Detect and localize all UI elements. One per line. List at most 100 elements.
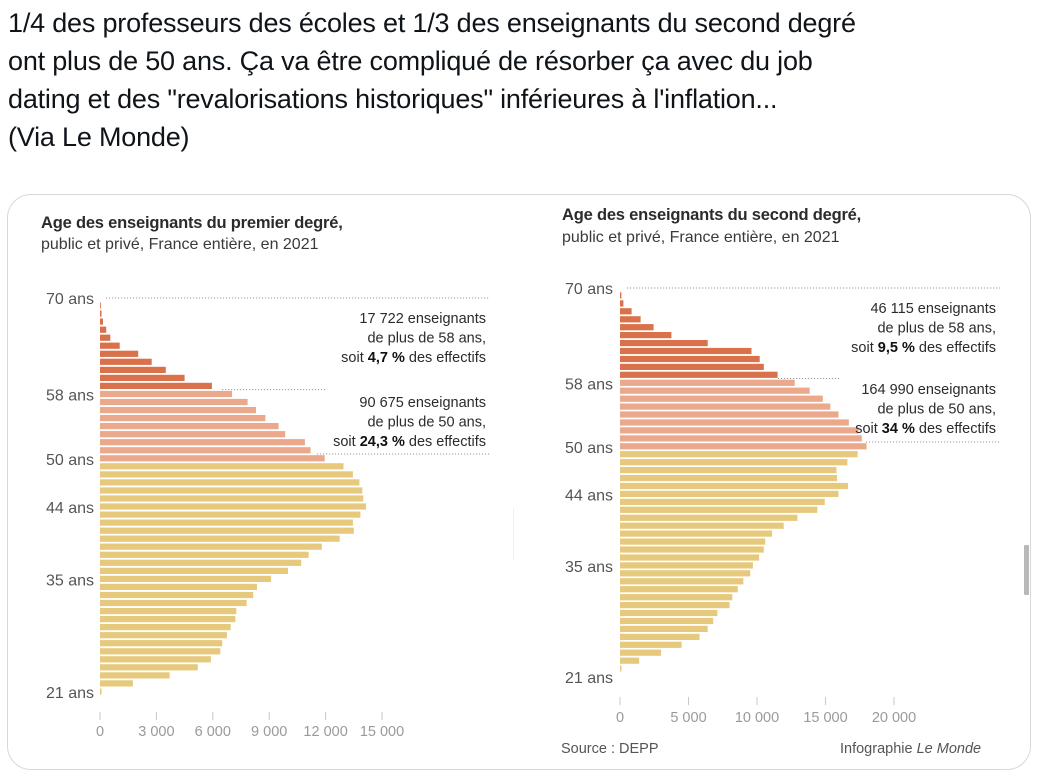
bar-age-68 <box>100 310 102 317</box>
bar-age-50 <box>100 455 325 462</box>
y-tick-label: 70 ans <box>565 281 613 298</box>
bar-age-68 <box>620 300 624 307</box>
bar-age-66 <box>100 326 107 333</box>
x-tick-label: 15 000 <box>803 710 847 726</box>
bar-age-55 <box>620 403 831 410</box>
bar-age-40 <box>100 535 340 542</box>
bar-age-58 <box>100 390 232 398</box>
bar-age-69 <box>620 292 622 299</box>
bar-age-42 <box>100 519 353 526</box>
annotation-pre: soit <box>333 434 360 450</box>
bar-age-67 <box>100 318 103 325</box>
annotation-count: 46 115 enseignants <box>870 301 996 317</box>
bar-age-53 <box>100 431 286 438</box>
bar-age-62 <box>620 347 752 355</box>
y-tick-label: 70 ans <box>46 291 94 308</box>
bar-age-39 <box>620 530 773 537</box>
y-tick-label: 44 ans <box>565 487 613 504</box>
x-tick-label: 12 000 <box>303 724 347 740</box>
bar-age-22 <box>100 680 133 687</box>
divider <box>513 508 514 560</box>
bar-age-64 <box>620 332 672 339</box>
annotation-share: soit 9,5 % des effectifs <box>851 340 996 356</box>
chart-subtitle-secondary: public et privé, France entière, en 2021 <box>562 229 840 246</box>
bar-age-36 <box>620 554 760 561</box>
bar-age-32 <box>620 586 738 593</box>
tweet-line: 1/4 des professeurs des écoles et 1/3 de… <box>8 8 856 38</box>
bar-age-36 <box>100 567 288 574</box>
annotation-post: des effectifs <box>915 421 996 437</box>
bar-age-27 <box>620 625 708 632</box>
bar-age-34 <box>100 583 257 590</box>
y-tick-label: 50 ans <box>46 452 94 469</box>
chart-subtitle-primary: public et privé, France entière, en 2021 <box>41 236 319 253</box>
bar-age-48 <box>620 459 848 466</box>
annotation-pre: soit <box>855 421 882 437</box>
x-tick-label: 6 000 <box>195 724 231 740</box>
annotation-pct: 9,5 % <box>878 340 915 356</box>
bar-age-51 <box>100 447 311 454</box>
bar-age-26 <box>100 648 221 655</box>
x-tick-label: 5 000 <box>670 710 706 726</box>
bar-age-28 <box>620 617 714 625</box>
bar-age-43 <box>100 511 361 518</box>
x-tick-label: 0 <box>616 710 624 726</box>
chart-title-secondary: Age des enseignants du second degré, <box>562 206 862 224</box>
bar-age-45 <box>100 495 364 502</box>
y-tick-label: 21 ans <box>565 670 613 687</box>
bar-age-54 <box>620 411 839 418</box>
bar-age-52 <box>620 427 859 434</box>
annotation-share: soit 34 % des effectifs <box>855 421 996 437</box>
bar-age-29 <box>100 624 231 631</box>
annotation-pct: 34 % <box>882 421 915 437</box>
bar-age-56 <box>620 395 823 402</box>
bar-age-49 <box>620 451 858 458</box>
bar-age-60 <box>620 363 764 370</box>
bar-age-38 <box>620 538 766 545</box>
annotation-share: soit 4,7 % des effectifs <box>341 350 486 366</box>
annotation-line: de plus de 50 ans, <box>877 402 996 418</box>
bar-age-65 <box>620 324 654 331</box>
bar-age-32 <box>100 599 247 607</box>
bar-age-69 <box>100 302 101 309</box>
tweet-line: dating et des "revalorisations historiqu… <box>8 84 778 114</box>
bar-age-46 <box>620 475 838 482</box>
annotation-share: soit 24,3 % des effectifs <box>333 434 486 450</box>
bar-age-59 <box>100 382 212 389</box>
annotation-count: 17 722 enseignants <box>359 311 486 327</box>
bar-age-61 <box>100 366 166 373</box>
y-tick-label: 35 ans <box>46 572 94 589</box>
bar-age-65 <box>100 334 111 341</box>
y-tick-label: 35 ans <box>565 559 613 576</box>
bar-age-23 <box>100 672 170 679</box>
bar-age-37 <box>100 559 302 566</box>
tweet-line: (Via Le Monde) <box>8 122 190 152</box>
bar-age-44 <box>100 503 366 510</box>
x-tick-label: 15 000 <box>360 724 404 740</box>
bar-age-41 <box>620 514 798 521</box>
bar-age-45 <box>620 482 849 490</box>
bar-age-46 <box>100 487 363 494</box>
scrollbar[interactable] <box>1024 545 1029 595</box>
bar-age-51 <box>620 435 862 442</box>
bar-age-57 <box>100 398 248 406</box>
source-note: Source : DEPP <box>561 741 659 757</box>
bar-age-29 <box>620 609 718 617</box>
y-tick-label: 21 ans <box>46 685 94 702</box>
bar-age-57 <box>620 387 810 394</box>
y-tick-label: 58 ans <box>565 376 613 393</box>
bar-age-42 <box>620 506 818 513</box>
bar-age-24 <box>100 664 198 671</box>
annotation-line: de plus de 50 ans, <box>367 415 486 431</box>
annotation-count: 164 990 enseignants <box>861 382 996 398</box>
bar-age-34 <box>620 570 751 577</box>
bar-age-49 <box>100 463 344 470</box>
bar-age-31 <box>620 594 733 601</box>
annotation-pre: soit <box>851 340 878 356</box>
bar-age-38 <box>100 551 309 558</box>
annotation-post: des effectifs <box>405 434 486 450</box>
chart-title-primary: Age des enseignants du premier degré, <box>41 214 343 232</box>
bar-age-30 <box>100 616 236 623</box>
bar-age-59 <box>620 371 778 378</box>
bar-age-33 <box>100 591 254 599</box>
